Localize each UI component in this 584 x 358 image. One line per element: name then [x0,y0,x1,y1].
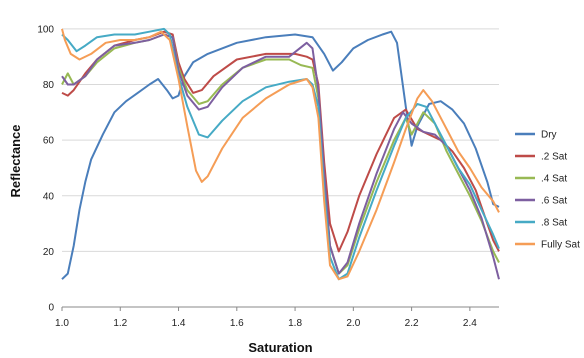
y-axis-title: Reflectance [8,125,23,198]
y-tick-label: 20 [43,247,55,258]
series-line-2 [61,30,500,253]
legend-label: .6 Sat [541,196,567,207]
legend-label: .4 Sat [541,174,567,185]
gridlines [62,28,499,308]
x-tick-label: 2.4 [463,318,477,329]
series-line-6 [61,28,500,281]
x-tick-label: 1.8 [288,318,302,329]
axes: 0 20 40 60 80 100 1.0 1.2 1.4 1.6 1.8 2.0 2.2 2.4 [37,24,499,329]
series-lines [61,27,500,281]
series-line-3 [61,33,500,275]
y-tick-label: 60 [43,136,55,147]
legend-label: .2 Sat [541,152,567,163]
legend: Dry .2 Sat .4 Sat .6 Sat .8 Sat Fully Sat [515,130,580,251]
y-tick-label: 80 [43,80,55,91]
x-tick-label: 2.0 [346,318,360,329]
x-tick-label: 1.0 [55,318,69,329]
legend-label: Dry [541,130,557,141]
series-line-5 [61,27,500,281]
x-tick-label: 1.6 [230,318,244,329]
series-line-4 [61,33,500,280]
legend-label: Fully Sat [541,240,580,251]
y-tick-label: 100 [37,24,54,35]
y-tick-label: 0 [48,303,54,314]
x-tick-label: 1.2 [113,318,127,329]
x-axis-title: Saturation [248,340,312,355]
series-line-1 [61,30,500,280]
y-tick-label: 40 [43,191,55,202]
x-tick-label: 1.4 [172,318,186,329]
legend-label: .8 Sat [541,218,567,229]
x-tick-label: 2.2 [405,318,419,329]
